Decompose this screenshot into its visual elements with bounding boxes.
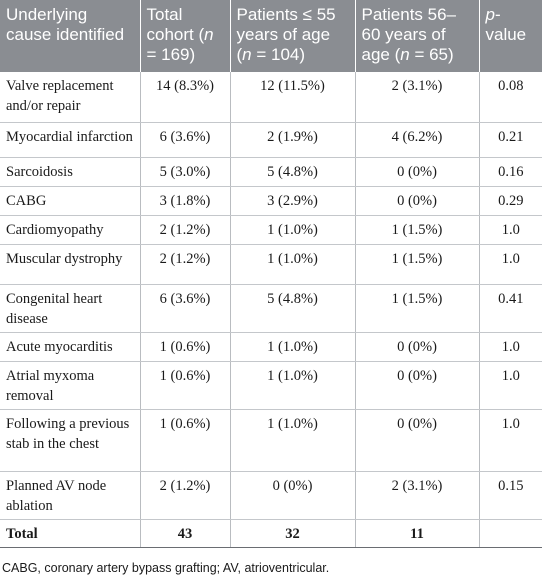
cell-p-value: 1.0 (479, 332, 542, 362)
total-cell-p-value (479, 519, 542, 548)
cell-p-value: 0.21 (479, 122, 542, 158)
header-text-part: Patients ≤ 55 years of age ( (236, 5, 336, 64)
total-cell-total-cohort: 43 (140, 519, 231, 548)
cell-56-60: 4 (6.2%) (355, 122, 480, 158)
header-patients-56-60: Patients 56–60 years of age (n = 65) (355, 0, 480, 72)
header-text-part: = 104) (251, 45, 306, 64)
table-row: Acute myocarditis 1 (0.6%) 1 (1.0%) 0 (0%) 1… (0, 332, 542, 362)
cell-p-value: 0.15 (479, 471, 542, 520)
cell-total-cohort: 5 (3.0%) (140, 157, 231, 187)
cell-cause: Valve replacement and/or repair (0, 72, 141, 123)
cell-le55: 1 (1.0%) (230, 244, 356, 285)
cell-le55: 0 (0%) (230, 471, 356, 520)
cell-total-cohort: 3 (1.8%) (140, 186, 231, 216)
table-row: Congenital heart disease 6 (3.6%) 5 (4.8%)… (0, 284, 542, 333)
header-text-part: p (485, 5, 495, 24)
cell-56-60: 2 (3.1%) (355, 471, 480, 520)
header-text-part: n (242, 45, 252, 64)
cell-56-60: 0 (0%) (355, 332, 480, 362)
header-row: Underlying cause identified Total cohort… (0, 0, 542, 72)
cell-total-cohort: 1 (0.6%) (140, 332, 231, 362)
cell-total-cohort: 6 (3.6%) (140, 284, 231, 333)
cell-p-value: 0.08 (479, 72, 542, 123)
cell-total-cohort: 1 (0.6%) (140, 409, 231, 472)
cell-le55: 1 (1.0%) (230, 409, 356, 472)
cell-cause: CABG (0, 186, 141, 216)
header-patients-le55: Patients ≤ 55 years of age (n = 104) (230, 0, 356, 72)
cell-cause: Myocardial infarction (0, 122, 141, 158)
cell-cause: Sarcoidosis (0, 157, 141, 187)
cell-56-60: 0 (0%) (355, 361, 480, 410)
table-row: Myocardial infarction 6 (3.6%) 2 (1.9%) 4 (… (0, 122, 542, 158)
cell-le55: 1 (1.0%) (230, 332, 356, 362)
total-row: Total 43 32 11 (0, 519, 542, 548)
cell-le55: 12 (11.5%) (230, 72, 356, 123)
cell-total-cohort: 14 (8.3%) (140, 72, 231, 123)
cell-cause: Planned AV node ablation (0, 471, 141, 520)
header-text-part: -value (485, 5, 527, 44)
cell-p-value: 0.16 (479, 157, 542, 187)
table-footnote: CABG, coronary artery bypass grafting; A… (2, 561, 330, 575)
header-p-value: p-value (479, 0, 542, 72)
cell-56-60: 0 (0%) (355, 157, 480, 187)
cell-56-60: 1 (1.5%) (355, 244, 480, 285)
header-text-part: = 65) (409, 45, 454, 64)
cell-cause: Congenital heart disease (0, 284, 141, 333)
cell-p-value: 1.0 (479, 215, 542, 245)
header-text-part: Underlying cause identified (6, 5, 125, 44)
table-row: Valve replacement and/or repair 14 (8.3%)… (0, 72, 542, 123)
cell-total-cohort: 2 (1.2%) (140, 215, 231, 245)
cell-cause: Following a previous stab in the chest (0, 409, 141, 472)
table-row: Planned AV node ablation 2 (1.2%) 0 (0%) 2 … (0, 471, 542, 520)
header-text-part: = 169) (146, 45, 196, 64)
table-row: CABG 3 (1.8%) 3 (2.9%) 0 (0%) 0.29 (0, 186, 542, 216)
cell-56-60: 0 (0%) (355, 186, 480, 216)
results-table: Underlying cause identified Total cohort… (0, 0, 542, 548)
cell-p-value: 0.29 (479, 186, 542, 216)
table-row: Following a previous stab in the chest 1 … (0, 409, 542, 472)
header-total-cohort: Total cohort (n = 169) (140, 0, 231, 72)
cell-le55: 1 (1.0%) (230, 215, 356, 245)
header-underlying-cause: Underlying cause identified (0, 0, 141, 72)
header-text-part: n (204, 25, 214, 44)
cell-56-60: 2 (3.1%) (355, 72, 480, 123)
cell-le55: 1 (1.0%) (230, 361, 356, 410)
header-text-part: n (400, 45, 410, 64)
total-cell-le55: 32 (230, 519, 356, 548)
cell-p-value: 1.0 (479, 361, 542, 410)
cell-cause: Atrial myxoma removal (0, 361, 141, 410)
cell-le55: 5 (4.8%) (230, 157, 356, 187)
cell-le55: 2 (1.9%) (230, 122, 356, 158)
cell-56-60: 1 (1.5%) (355, 215, 480, 245)
header-text-part: Patients 56–60 years of age ( (361, 5, 457, 64)
total-cell-56-60: 11 (355, 519, 480, 548)
cell-total-cohort: 1 (0.6%) (140, 361, 231, 410)
cell-cause: Acute myocarditis (0, 332, 141, 362)
cell-cause: Muscular dystrophy (0, 244, 141, 285)
table-header: Underlying cause identified Total cohort… (0, 0, 542, 72)
table-row: Atrial myxoma removal 1 (0.6%) 1 (1.0%) 0 (… (0, 361, 542, 410)
cell-p-value: 1.0 (479, 244, 542, 285)
table-row: Muscular dystrophy 2 (1.2%) 1 (1.0%) 1 (1.5… (0, 244, 542, 285)
cell-56-60: 0 (0%) (355, 409, 480, 472)
header-text-part: Total cohort ( (146, 5, 205, 44)
cell-p-value: 1.0 (479, 409, 542, 472)
cell-total-cohort: 6 (3.6%) (140, 122, 231, 158)
table-body: Valve replacement and/or repair 14 (8.3%)… (0, 72, 542, 548)
cell-cause: Cardiomyopathy (0, 215, 141, 245)
cell-le55: 5 (4.8%) (230, 284, 356, 333)
cell-le55: 3 (2.9%) (230, 186, 356, 216)
table-row: Sarcoidosis 5 (3.0%) 5 (4.8%) 0 (0%) 0.16 (0, 157, 542, 187)
cell-56-60: 1 (1.5%) (355, 284, 480, 333)
cell-total-cohort: 2 (1.2%) (140, 244, 231, 285)
total-cell-cause: Total (0, 519, 141, 548)
cell-total-cohort: 2 (1.2%) (140, 471, 231, 520)
table-row: Cardiomyopathy 2 (1.2%) 1 (1.0%) 1 (1.5%) 1.… (0, 215, 542, 245)
cell-p-value: 0.41 (479, 284, 542, 333)
